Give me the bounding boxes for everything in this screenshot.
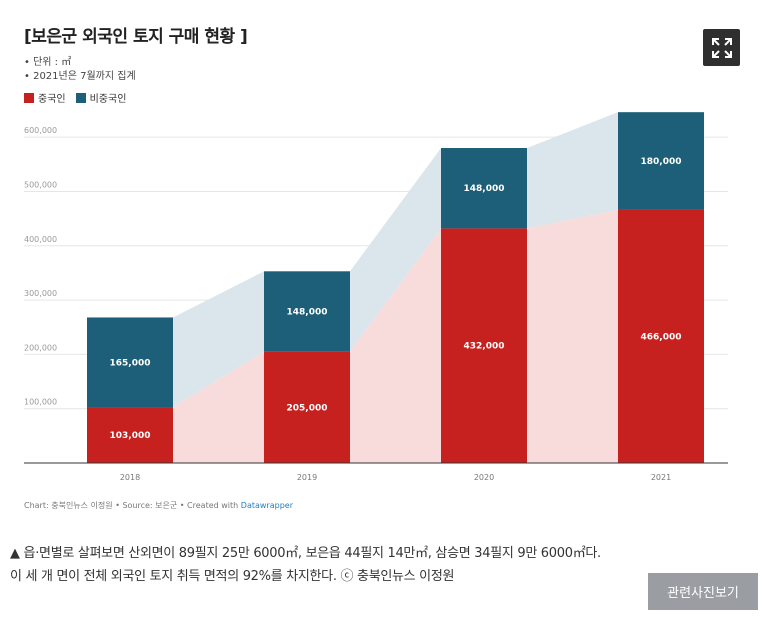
datawrapper-link[interactable]: Datawrapper: [240, 501, 293, 510]
legend-swatch-chinese: [24, 92, 34, 103]
legend-label-non-chinese: 비중국인: [89, 94, 127, 105]
photo-caption: ▲ 읍·면별로 살펴보면 산외면이 89필지 25만 6000㎡, 보은읍 44…: [10, 542, 760, 588]
bar-non-chinese: [441, 148, 527, 229]
legend: 중국인 비중국인: [24, 90, 126, 105]
chart-source: Chart: 충북인뉴스 이정원 • Source: 보은군 • Created…: [24, 500, 293, 511]
area-fill-chinese: [350, 228, 441, 463]
bar-chinese: [87, 407, 173, 463]
stacked-bar-chart: 100,000 200,000 300,000 400,000 500,000 600,0…: [24, 112, 728, 482]
caption-line-1: 읍·면별로 살펴보면 산외면이 89필지 25만 6000㎡, 보은읍 44필지…: [19, 546, 602, 561]
data-label-non-chinese: 148,000: [287, 307, 328, 317]
x-tick-label: 2021: [651, 473, 671, 482]
bar-chinese: [264, 351, 350, 463]
data-label-chinese: 466,000: [641, 332, 682, 342]
data-label-chinese: 432,000: [464, 342, 505, 352]
related-photos-button[interactable]: 관련사진보기: [648, 573, 758, 610]
y-tick-label: 100,000: [24, 398, 57, 407]
legend-label-chinese: 중국인: [38, 94, 66, 105]
area-fill-chinese: [527, 209, 618, 463]
area-fill-chinese: [173, 351, 264, 463]
y-tick-label: 200,000: [24, 343, 57, 352]
y-tick-label: 600,000: [24, 126, 57, 135]
y-tick-label: 500,000: [24, 180, 57, 189]
data-label-non-chinese: 165,000: [110, 358, 151, 368]
area-fill-non-chinese: [173, 271, 264, 408]
x-tick-label: 2019: [297, 473, 317, 482]
caption-marker: ▲: [10, 546, 20, 561]
data-label-non-chinese: 180,000: [641, 157, 682, 167]
y-tick-label: 300,000: [24, 289, 57, 298]
period-note: • 2021년은 7월까지 집계: [24, 71, 136, 82]
legend-item-non-chinese: 비중국인: [75, 90, 127, 105]
unit-note: • 단위 : ㎡: [24, 57, 72, 68]
data-label-chinese: 103,000: [110, 431, 151, 441]
expand-icon: [711, 37, 732, 58]
area-fill-non-chinese: [527, 112, 618, 229]
legend-item-chinese: 중국인: [24, 90, 66, 105]
bar-non-chinese: [264, 271, 350, 352]
data-label-chinese: 205,000: [287, 403, 328, 413]
bar-non-chinese: [87, 317, 173, 408]
data-label-non-chinese: 148,000: [464, 184, 505, 194]
source-text: Chart: 충북인뉴스 이정원 • Source: 보은군 • Created…: [24, 501, 241, 510]
expand-button[interactable]: [703, 29, 740, 66]
bar-chinese: [618, 209, 704, 463]
area-fill-non-chinese: [350, 148, 441, 352]
bar-chinese: [441, 228, 527, 463]
bar-non-chinese: [618, 112, 704, 210]
y-tick-label: 400,000: [24, 235, 57, 244]
caption-line-2: 이 세 개 면이 전체 외국인 토지 취득 면적의 92%를 차지한다. ⓒ 충…: [10, 569, 455, 584]
x-tick-label: 2020: [474, 473, 494, 482]
x-tick-label: 2018: [120, 473, 140, 482]
legend-swatch-non-chinese: [75, 92, 86, 103]
chart-title: [보은군 외국인 토지 구매 현황 ]: [24, 27, 248, 47]
